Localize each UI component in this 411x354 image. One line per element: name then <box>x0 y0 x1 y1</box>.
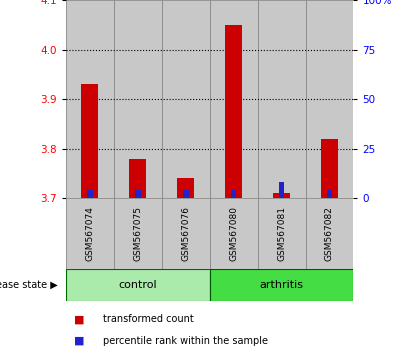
Bar <box>114 198 162 269</box>
Bar <box>87 190 92 198</box>
Text: arthritis: arthritis <box>259 280 304 290</box>
Bar <box>210 0 258 198</box>
Bar <box>162 198 210 269</box>
Text: GSM567075: GSM567075 <box>133 206 142 261</box>
Text: percentile rank within the sample: percentile rank within the sample <box>103 336 268 346</box>
Bar <box>66 198 114 269</box>
Text: GSM567076: GSM567076 <box>181 206 190 261</box>
Text: GSM567080: GSM567080 <box>229 206 238 261</box>
Text: control: control <box>118 280 157 290</box>
Text: GSM567081: GSM567081 <box>277 206 286 261</box>
Bar <box>135 190 141 198</box>
Bar <box>210 269 353 301</box>
Bar <box>273 193 290 198</box>
Text: ■: ■ <box>74 314 85 325</box>
Bar <box>66 0 114 198</box>
Bar <box>129 159 146 198</box>
Bar <box>321 139 338 198</box>
Bar <box>258 0 305 198</box>
Bar <box>279 182 284 198</box>
Bar <box>114 0 162 198</box>
Text: disease state ▶: disease state ▶ <box>0 280 58 290</box>
Bar <box>327 190 332 198</box>
Text: ■: ■ <box>74 336 85 346</box>
Bar <box>177 178 194 198</box>
Bar <box>258 198 305 269</box>
Text: transformed count: transformed count <box>103 314 194 325</box>
Text: GSM567082: GSM567082 <box>325 206 334 261</box>
Bar <box>162 0 210 198</box>
Bar <box>210 198 258 269</box>
Text: GSM567074: GSM567074 <box>85 206 94 261</box>
Bar <box>66 269 210 301</box>
Bar <box>305 198 353 269</box>
Bar <box>231 190 236 198</box>
Bar <box>305 0 353 198</box>
Bar <box>183 190 189 198</box>
Bar <box>225 25 242 198</box>
Bar <box>81 84 98 198</box>
